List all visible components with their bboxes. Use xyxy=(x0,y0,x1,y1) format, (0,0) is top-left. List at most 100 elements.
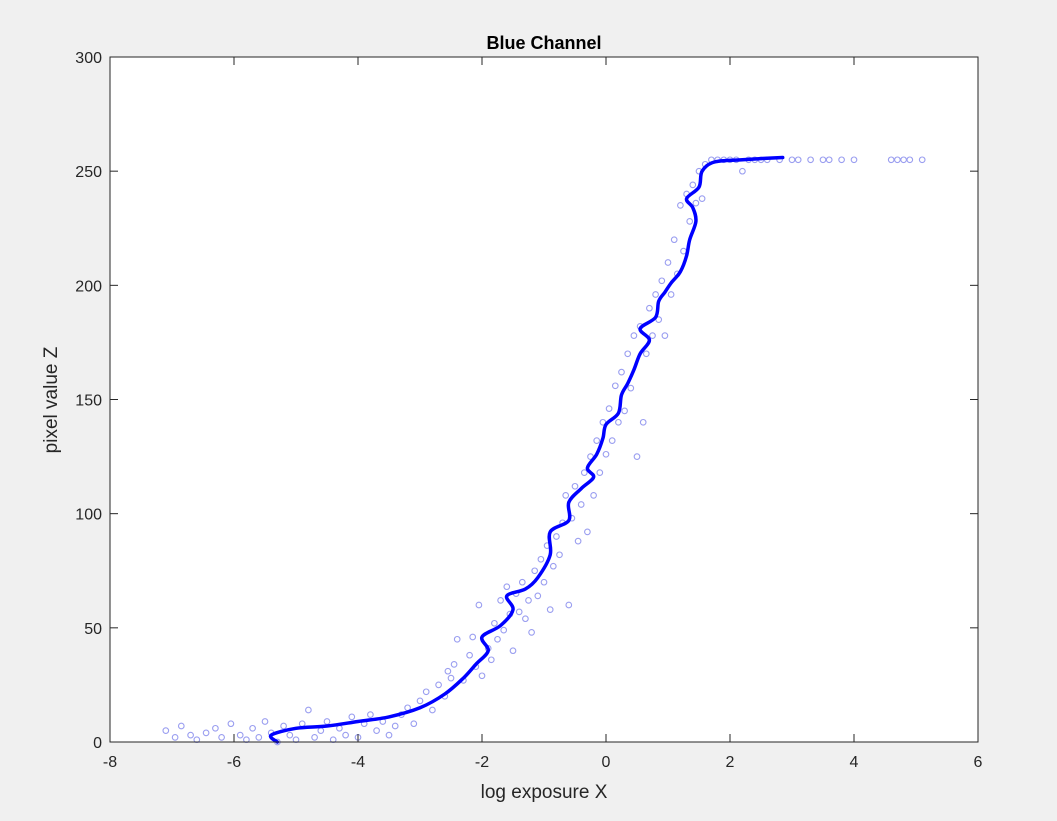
response-curve xyxy=(268,155,785,744)
scatter-point xyxy=(280,722,287,730)
scatter-point xyxy=(171,734,179,741)
scatter-point xyxy=(435,681,442,689)
y-tick-label: 50 xyxy=(84,621,102,638)
scatter-point xyxy=(522,615,529,623)
y-tick-label: 300 xyxy=(75,50,102,67)
scatter-point xyxy=(261,718,269,725)
y-tick-label: 250 xyxy=(75,164,102,181)
scatter-point xyxy=(202,729,210,737)
scatter-point xyxy=(478,672,486,680)
scatter-point xyxy=(677,202,684,209)
scatter-point xyxy=(422,688,430,696)
scatter-point xyxy=(475,601,483,609)
scatter-point xyxy=(509,647,517,655)
scatter-point xyxy=(887,156,895,164)
scatter-point xyxy=(515,608,523,616)
x-tick-label: 4 xyxy=(850,754,859,771)
scatter-point xyxy=(739,167,746,175)
scatter-point xyxy=(918,156,926,164)
scatter-point xyxy=(652,291,659,298)
x-tick-label: -8 xyxy=(103,754,117,771)
scatter-point xyxy=(584,528,591,536)
scatter-point xyxy=(633,453,641,460)
chart-title: Blue Channel xyxy=(486,33,601,53)
scatter-point xyxy=(429,706,436,714)
x-tick-label: 2 xyxy=(726,754,735,771)
scatter-point xyxy=(549,562,557,570)
scatter-point xyxy=(788,156,796,164)
scatter-point xyxy=(416,697,424,705)
scatter-point xyxy=(556,551,563,559)
scatter-point xyxy=(491,619,498,627)
y-tick-label: 0 xyxy=(93,735,102,752)
scatter-point xyxy=(348,713,356,721)
scatter-point xyxy=(618,368,625,376)
scatter-point xyxy=(649,332,656,339)
scatter-point xyxy=(639,418,647,426)
y-axis-label: pixel value Z xyxy=(41,346,62,453)
scatter-point xyxy=(642,350,650,358)
scatter-point xyxy=(661,332,669,339)
scatter-point xyxy=(794,156,802,164)
scatter-point xyxy=(447,674,455,682)
scatter-point xyxy=(900,156,907,164)
scatter-point xyxy=(410,720,418,728)
scatter-point xyxy=(605,405,613,412)
scatter-point xyxy=(596,469,604,476)
y-tick-label: 200 xyxy=(75,278,102,295)
y-tick-label: 150 xyxy=(75,393,102,410)
curve-series xyxy=(268,155,785,744)
scatter-point xyxy=(385,731,393,739)
scatter-point xyxy=(249,724,256,732)
scatter-point xyxy=(453,635,461,643)
scatter-point xyxy=(525,597,532,604)
scatter-point xyxy=(218,734,225,741)
scatter-point xyxy=(466,651,473,659)
scatter-point xyxy=(686,218,694,225)
scatter-point xyxy=(391,722,399,730)
scatter-point xyxy=(615,418,622,426)
scatter-point xyxy=(500,626,508,634)
x-tick-label: -2 xyxy=(475,754,489,771)
scatter-point xyxy=(311,734,318,741)
scatter-point xyxy=(689,181,697,189)
scatter-point xyxy=(546,606,554,613)
scatter-point xyxy=(565,601,573,609)
scatter-point xyxy=(212,724,219,732)
x-tick-label: -4 xyxy=(351,754,365,771)
scatter-point xyxy=(553,533,560,540)
scatter-point xyxy=(571,482,579,490)
scatter-point xyxy=(655,316,663,323)
scatter-point xyxy=(580,469,588,476)
scatter-point xyxy=(819,156,827,164)
scatter-point xyxy=(574,537,582,545)
scatter-point xyxy=(162,727,170,734)
scatter-point xyxy=(611,382,619,390)
scatter-point xyxy=(627,384,635,392)
scatter-point xyxy=(540,578,548,586)
scatter-point xyxy=(590,492,597,499)
scatter-point xyxy=(367,711,374,718)
scatter-point xyxy=(373,727,380,734)
x-tick-label: 6 xyxy=(974,754,983,771)
scatter-point xyxy=(450,661,458,668)
scatter-point xyxy=(630,332,638,339)
scatter-point xyxy=(692,199,700,207)
x-axis-label: log exposure X xyxy=(481,782,608,803)
scatter-point xyxy=(255,734,263,741)
scatter-point xyxy=(894,156,901,164)
scatter-point xyxy=(850,156,858,164)
scatter-point xyxy=(187,731,194,739)
scatter-point xyxy=(658,277,666,285)
scatter-point xyxy=(646,304,653,312)
scatter-point xyxy=(577,501,585,508)
scatter-point xyxy=(825,156,833,164)
scatter-point xyxy=(528,629,535,636)
scatter-point xyxy=(177,722,185,730)
scatter-point xyxy=(497,597,504,604)
scatter-point xyxy=(807,156,814,164)
scatter-point xyxy=(494,635,501,643)
scatter-point xyxy=(487,656,495,664)
scatter-point xyxy=(562,492,570,499)
